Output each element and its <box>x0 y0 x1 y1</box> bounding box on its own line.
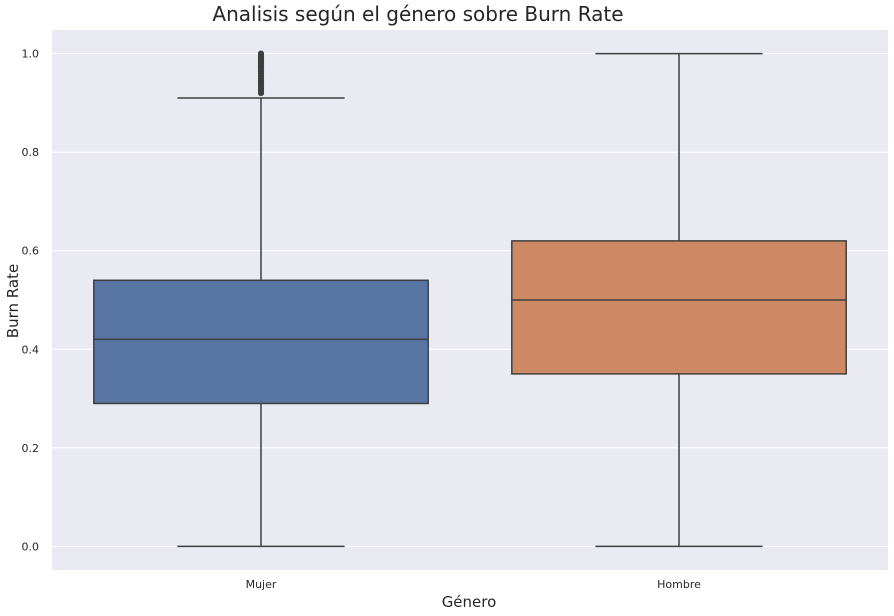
box-iqr <box>511 240 847 375</box>
box-hombre <box>511 52 847 548</box>
boxes <box>93 50 847 548</box>
y-tick-labels: 0.0 0.2 0.4 0.6 0.8 1.0 <box>22 48 40 554</box>
x-tick-labels: Mujer Hombre <box>246 578 702 591</box>
y-tick-label: 0.6 <box>22 245 40 258</box>
x-tick-label: Mujer <box>246 578 277 591</box>
y-tick-label: 0.4 <box>22 343 40 356</box>
x-tick-label: Hombre <box>657 578 701 591</box>
y-tick-label: 0.2 <box>22 442 40 455</box>
y-tick-label: 1.0 <box>22 48 40 61</box>
box-mujer <box>93 50 429 548</box>
y-tick-label: 0.0 <box>22 540 40 553</box>
box-iqr <box>93 279 429 405</box>
x-axis-label: Género <box>442 593 497 611</box>
chart-title: Analisis según el género sobre Burn Rate <box>212 2 623 26</box>
y-axis-label: Burn Rate <box>4 264 22 338</box>
outlier-point <box>257 50 265 57</box>
y-tick-label: 0.8 <box>22 146 40 159</box>
